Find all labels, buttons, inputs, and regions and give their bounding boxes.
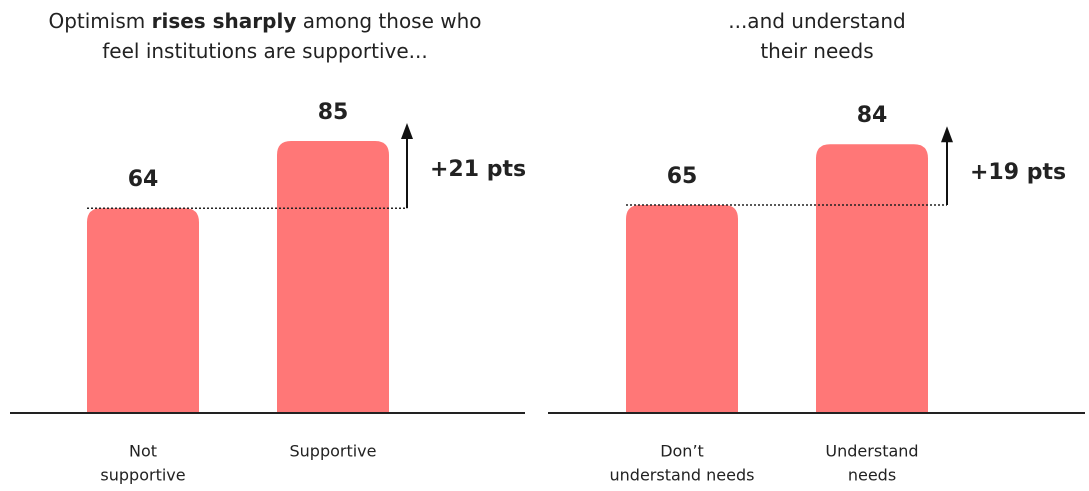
title-part: feel institutions are supportive...	[102, 39, 427, 63]
annotation: +21 pts	[430, 157, 526, 182]
title-part: ...and understand	[728, 9, 906, 33]
x-tick-label: Supportive	[289, 442, 376, 461]
chart-title: Optimism rises sharply among those who	[48, 9, 481, 33]
x-tick-label: needs	[848, 466, 896, 485]
arrow-head	[401, 123, 413, 139]
value-label: 85	[318, 100, 349, 125]
title-part: Optimism	[48, 9, 151, 33]
chart-title: ...and understand	[728, 9, 906, 33]
chart-title: feel institutions are supportive...	[102, 39, 427, 63]
annotation: +19 pts	[970, 160, 1066, 185]
bar	[277, 141, 389, 413]
bar	[626, 205, 738, 413]
value-label: 64	[128, 167, 159, 192]
x-tick-label: Understand	[825, 442, 918, 461]
value-label: 84	[857, 103, 888, 128]
title-part: among those who	[296, 9, 481, 33]
title-part: their needs	[760, 39, 873, 63]
value-label: 65	[667, 164, 698, 189]
x-tick-label: understand needs	[610, 466, 755, 485]
bar	[87, 208, 199, 413]
x-tick-label: Not	[129, 442, 157, 461]
title-part: rises sharply	[152, 9, 297, 33]
x-tick-label: supportive	[100, 466, 185, 485]
chart-title: their needs	[760, 39, 873, 63]
arrow-head	[941, 126, 953, 143]
x-tick-label: Don’t	[660, 442, 704, 461]
bar	[816, 144, 928, 413]
